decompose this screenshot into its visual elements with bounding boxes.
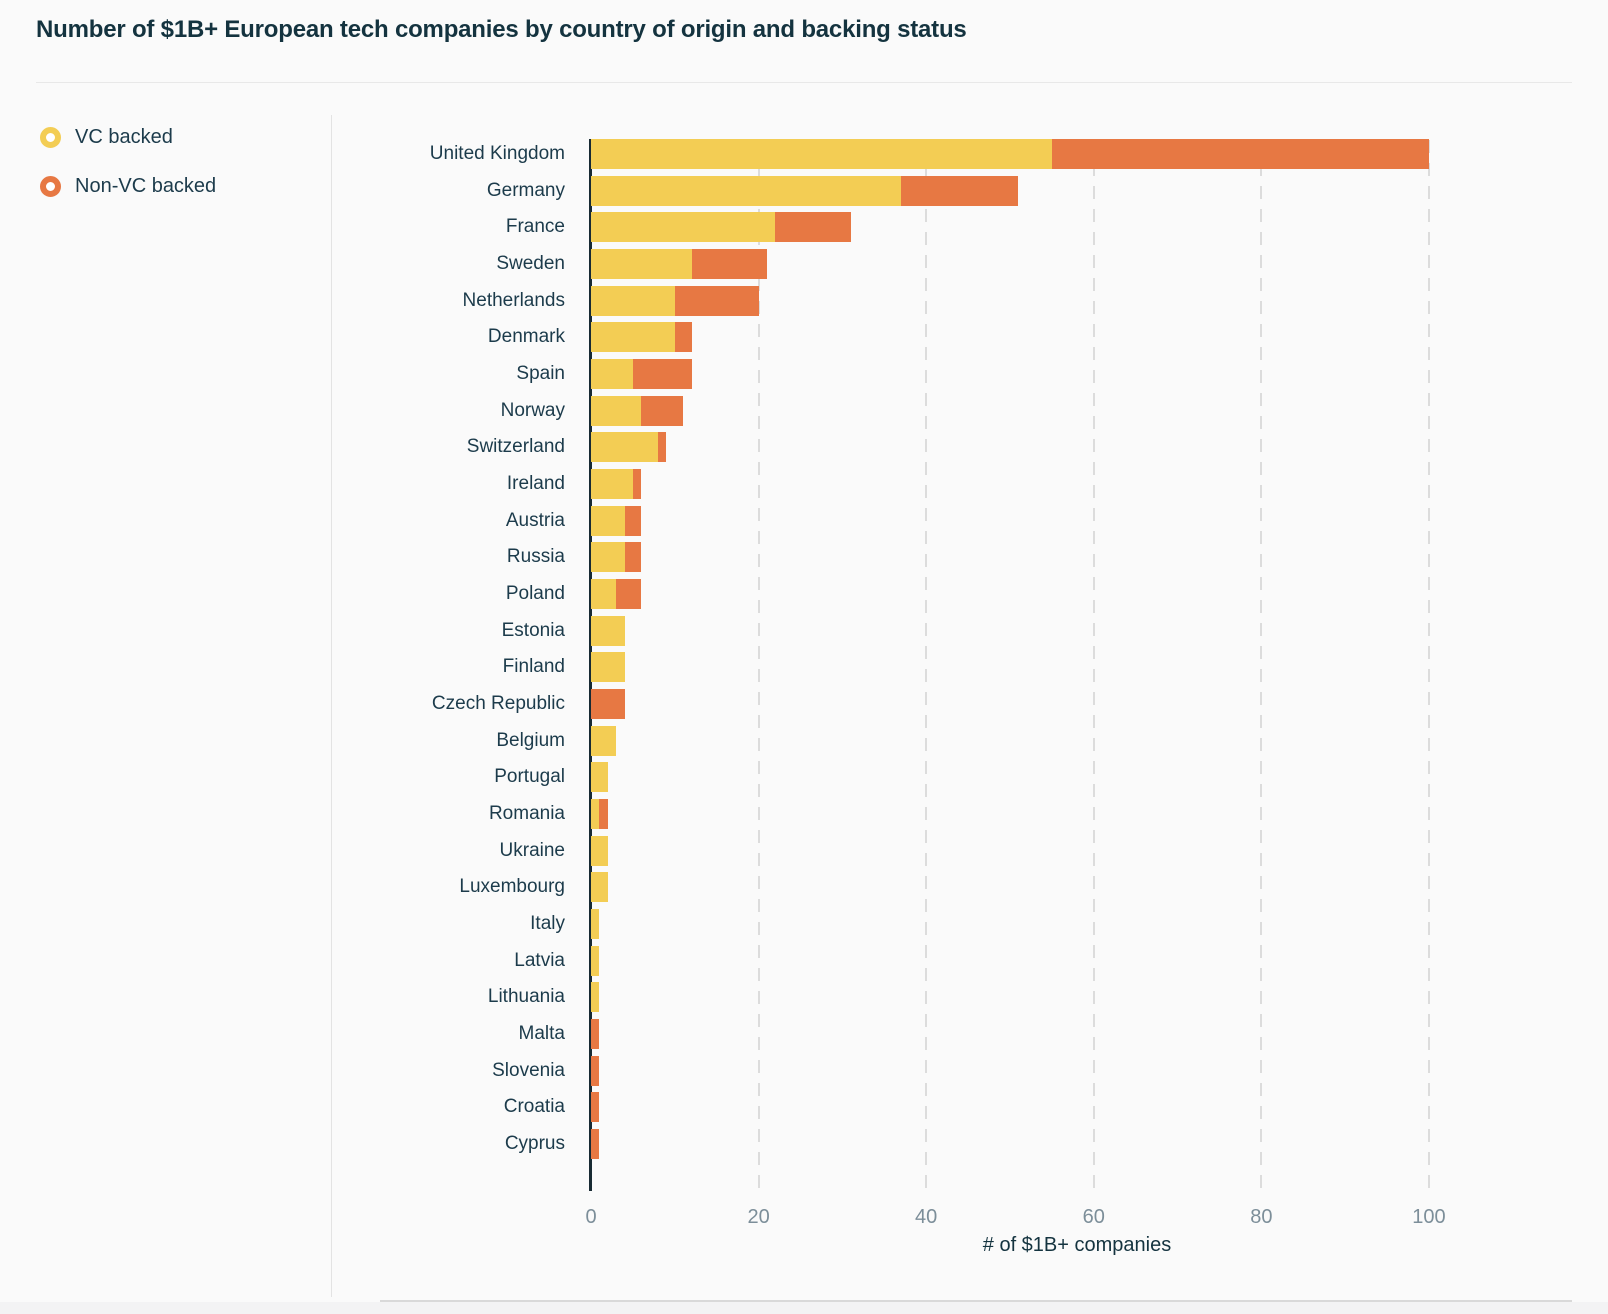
- bar-segment-vc-romania[interactable]: [591, 799, 600, 830]
- bottom-scroll-rule: [380, 1300, 1572, 1302]
- bar-segment-non-vc-russia[interactable]: [624, 542, 642, 573]
- non-vc-backed-swatch-icon: [40, 176, 61, 197]
- bar-segment-non-vc-czech-republic[interactable]: [591, 689, 625, 720]
- country-label: Belgium: [496, 729, 565, 751]
- country-label: Denmark: [487, 326, 565, 348]
- country-label: Croatia: [503, 1096, 565, 1118]
- bar-segment-vc-latvia[interactable]: [591, 945, 600, 976]
- title-divider: [36, 82, 1572, 83]
- legend-label: VC backed: [75, 126, 173, 148]
- bar-segment-vc-france[interactable]: [591, 212, 776, 243]
- bar-segment-vc-ireland[interactable]: [591, 469, 633, 500]
- bar-segment-non-vc-switzerland[interactable]: [658, 432, 667, 463]
- bottom-band: [0, 1302, 1608, 1314]
- page-title: Number of $1B+ European tech companies b…: [36, 16, 967, 43]
- gridline: [1260, 140, 1263, 1191]
- country-label: Austria: [505, 509, 565, 531]
- bar-segment-non-vc-france[interactable]: [775, 212, 851, 243]
- country-label: Romania: [488, 803, 565, 825]
- bar-segment-vc-netherlands[interactable]: [591, 285, 675, 316]
- country-label: Poland: [505, 583, 565, 605]
- country-label: Sweden: [496, 253, 565, 274]
- bar-segment-vc-united-kingdom[interactable]: [591, 139, 1052, 169]
- x-tick-label: 80: [1250, 1206, 1273, 1228]
- bar-segment-non-vc-ireland[interactable]: [632, 469, 642, 500]
- legend-label: Non-VC backed: [75, 175, 217, 197]
- bar-segment-non-vc-spain[interactable]: [632, 359, 692, 390]
- y-axis-line: [589, 139, 592, 1191]
- bar-segment-vc-poland[interactable]: [591, 579, 617, 610]
- chart-legend: VC backed Non-VC backed: [40, 126, 216, 224]
- bar-segment-vc-germany[interactable]: [591, 175, 902, 206]
- country-label: Slovenia: [492, 1059, 565, 1081]
- bar-segment-non-vc-austria[interactable]: [624, 505, 642, 536]
- x-tick-label: 20: [747, 1206, 770, 1228]
- bar-segment-vc-ukraine[interactable]: [591, 835, 608, 866]
- bar-segment-vc-luxembourg[interactable]: [591, 872, 608, 903]
- legend-item-vc-backed[interactable]: VC backed: [40, 126, 216, 149]
- x-tick-label: 40: [915, 1206, 938, 1228]
- x-axis-title: # of $1B+ companies: [982, 1234, 1172, 1256]
- country-label: Switzerland: [466, 436, 565, 458]
- country-label: Portugal: [494, 766, 565, 788]
- bar-segment-non-vc-germany[interactable]: [901, 175, 1019, 206]
- legend-chart-divider: [331, 115, 332, 1297]
- x-tick-label: 60: [1082, 1206, 1105, 1228]
- country-label: Finland: [502, 656, 565, 678]
- legend-item-non-vc-backed[interactable]: Non-VC backed: [40, 175, 216, 198]
- bar-segment-non-vc-denmark[interactable]: [674, 322, 692, 353]
- bar-segment-vc-italy[interactable]: [591, 909, 600, 940]
- bar-segment-vc-finland[interactable]: [591, 652, 625, 683]
- bar-segment-vc-sweden[interactable]: [591, 249, 692, 279]
- country-label: Malta: [518, 1023, 565, 1045]
- bar-segment-vc-spain[interactable]: [591, 359, 633, 390]
- bar-segment-non-vc-sweden[interactable]: [691, 249, 767, 279]
- bar-segment-vc-portugal[interactable]: [591, 762, 608, 793]
- bar-segment-non-vc-romania[interactable]: [599, 799, 608, 830]
- bar-segment-vc-estonia[interactable]: [591, 615, 625, 646]
- bar-segment-vc-norway[interactable]: [591, 395, 642, 426]
- bar-segment-non-vc-poland[interactable]: [616, 579, 642, 610]
- country-label: United Kingdom: [429, 143, 565, 164]
- bar-segment-non-vc-cyprus[interactable]: [591, 1129, 600, 1160]
- bar-segment-vc-switzerland[interactable]: [591, 432, 659, 463]
- bar-segment-non-vc-slovenia[interactable]: [591, 1055, 600, 1086]
- country-label: Ukraine: [499, 839, 565, 861]
- x-tick-label: 100: [1412, 1206, 1446, 1228]
- bar-segment-vc-austria[interactable]: [591, 505, 625, 536]
- country-label: Cyprus: [504, 1133, 565, 1155]
- country-label: Latvia: [514, 949, 565, 971]
- bar-segment-vc-belgium[interactable]: [591, 725, 617, 756]
- bar-segment-non-vc-netherlands[interactable]: [674, 285, 759, 316]
- gridline: [757, 140, 760, 1191]
- bar-segment-vc-lithuania[interactable]: [591, 982, 600, 1013]
- country-label: Italy: [530, 913, 565, 935]
- bar-segment-non-vc-malta[interactable]: [591, 1019, 600, 1050]
- bar-segment-non-vc-united-kingdom[interactable]: [1051, 139, 1429, 169]
- country-label: Estonia: [501, 619, 565, 641]
- country-label: Czech Republic: [431, 693, 565, 715]
- bar-segment-vc-denmark[interactable]: [591, 322, 675, 353]
- country-label: Ireland: [506, 473, 565, 495]
- bar-segment-vc-russia[interactable]: [591, 542, 625, 573]
- gridline: [925, 140, 928, 1191]
- country-label: Netherlands: [462, 289, 565, 311]
- country-label: Russia: [506, 546, 565, 568]
- vc-backed-swatch-icon: [40, 127, 61, 148]
- country-label: France: [505, 216, 565, 238]
- gridline: [1427, 140, 1430, 1191]
- country-label: Luxembourg: [459, 876, 565, 898]
- x-tick-label: 0: [585, 1206, 597, 1228]
- bar-segment-non-vc-norway[interactable]: [641, 395, 684, 426]
- country-label: Germany: [486, 179, 565, 201]
- country-label: Norway: [500, 399, 565, 421]
- country-label: Spain: [516, 363, 565, 385]
- country-label: Lithuania: [487, 986, 565, 1008]
- bar-segment-non-vc-croatia[interactable]: [591, 1092, 600, 1123]
- gridline: [1092, 140, 1095, 1191]
